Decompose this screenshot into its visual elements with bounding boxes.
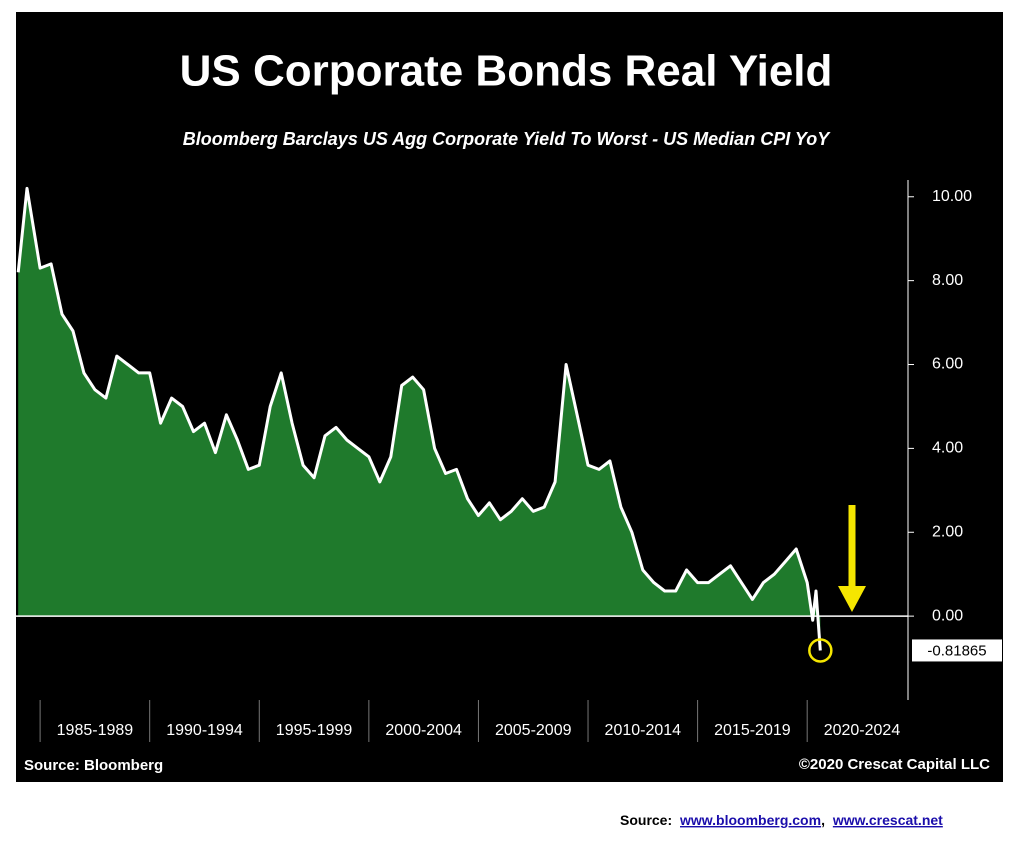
y-tick-label: 10.00 — [932, 188, 972, 205]
footer-label: Source: — [620, 812, 672, 828]
x-tick-label: 1995-1999 — [276, 722, 353, 739]
footer: Source: www.bloomberg.com, www.crescat.n… — [620, 812, 943, 828]
y-tick-label: 2.00 — [932, 523, 963, 540]
separator: , — [821, 812, 825, 828]
x-tick-label: 1985-1989 — [57, 722, 134, 739]
chart-title: US Corporate Bonds Real Yield — [180, 47, 833, 96]
x-tick-label: 2010-2014 — [605, 722, 682, 739]
panel — [16, 12, 1003, 782]
link[interactable]: www.bloomberg.com — [679, 812, 821, 828]
x-tick-label: 2005-2009 — [495, 722, 572, 739]
x-tick-label: 2020-2024 — [824, 722, 901, 739]
source: Source: Bloomberg — [24, 757, 163, 774]
y-tick-label: 4.00 — [932, 440, 963, 457]
x-tick-label: 1990-1994 — [166, 722, 243, 739]
arrow-head — [838, 586, 866, 612]
line — [16, 186, 822, 651]
last-value-label: -0.81865 — [927, 642, 986, 659]
chart-subtitle: Bloomberg Barclays US Agg Corporate Yiel… — [183, 129, 831, 149]
last-value-box — [912, 639, 1002, 662]
y-tick-label: 8.00 — [932, 272, 963, 289]
highlight-circle — [808, 638, 833, 663]
x-tick-label: 2000-2004 — [385, 722, 462, 739]
x-tick-label: 2015-2019 — [714, 722, 791, 739]
area — [18, 188, 821, 651]
copyright: ©2020 Crescat Capital LLC — [799, 756, 990, 773]
y-tick-label: 0.00 — [932, 607, 963, 624]
y-tick-label: 6.00 — [932, 356, 963, 373]
link[interactable]: www.crescat.net — [832, 812, 943, 828]
